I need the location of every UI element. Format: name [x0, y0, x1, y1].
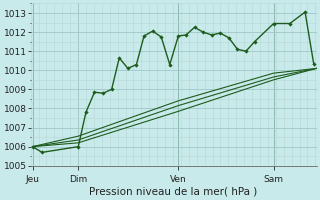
X-axis label: Pression niveau de la mer( hPa ): Pression niveau de la mer( hPa ): [90, 187, 258, 197]
